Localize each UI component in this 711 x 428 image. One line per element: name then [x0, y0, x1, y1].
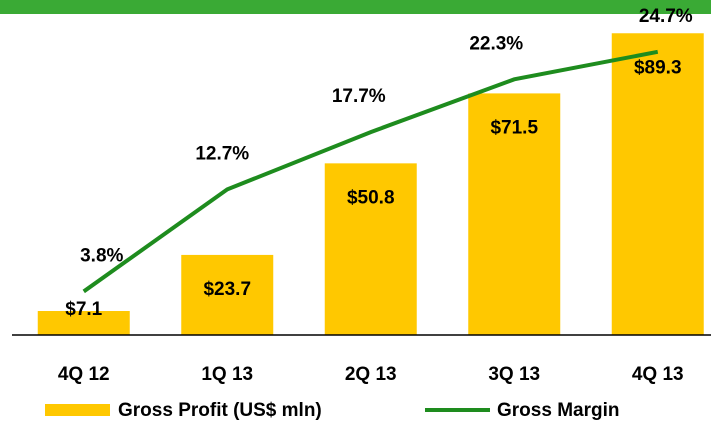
line-label: 3.8%: [80, 245, 123, 266]
bar-label: $89.3: [634, 57, 682, 78]
line: [82, 49, 659, 294]
line-label: 12.7%: [195, 143, 249, 164]
x-tick-label: 4Q 13: [632, 364, 684, 385]
bar: [468, 93, 561, 335]
line-label: 17.7%: [332, 86, 386, 107]
legend-swatch: [45, 404, 110, 416]
x-tick-label: 3Q 13: [488, 364, 540, 385]
x-tick-label: 2Q 13: [345, 364, 397, 385]
header-band: [0, 0, 711, 14]
x-tick-label: 4Q 12: [58, 364, 110, 385]
x-tick-label: 1Q 13: [201, 364, 253, 385]
bar: [324, 163, 417, 335]
bar-label: $23.7: [203, 279, 251, 300]
bar-label: $7.1: [65, 299, 102, 320]
bar-label: $50.8: [347, 187, 395, 208]
bar-label: $71.5: [490, 117, 538, 138]
bar: [37, 311, 130, 335]
line-label: 24.7%: [639, 6, 693, 27]
bar: [181, 254, 274, 335]
bar: [611, 33, 704, 335]
legend-label: Gross Profit (US$ mln): [118, 400, 322, 421]
legend-label: Gross Margin: [497, 400, 619, 421]
line-label: 22.3%: [469, 33, 523, 54]
